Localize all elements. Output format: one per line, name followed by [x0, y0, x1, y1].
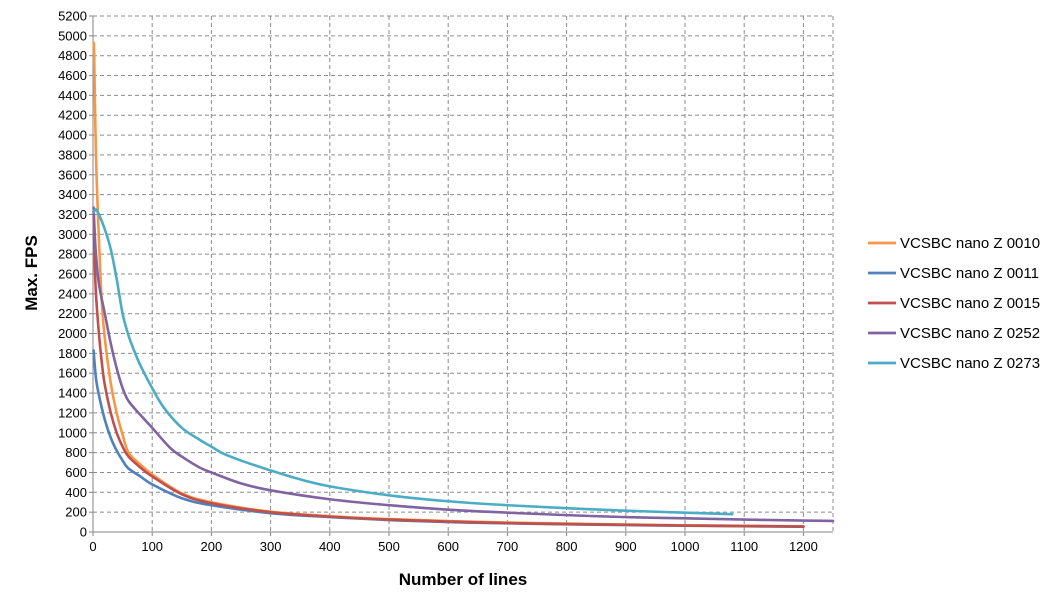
y-tick-label: 400 [65, 485, 87, 500]
y-tick-label: 5000 [58, 28, 87, 43]
y-tick-label: 3000 [58, 227, 87, 242]
x-tick-label: 1000 [671, 539, 700, 554]
y-tick-label: 4800 [58, 48, 87, 63]
y-tick-label: 1200 [58, 405, 87, 420]
axes [89, 15, 833, 536]
series-line-3 [92, 206, 835, 523]
legend-label: VCSBC nano Z 0010 [900, 235, 1040, 252]
x-axis-title: Number of lines [399, 570, 527, 589]
y-tick-label: 600 [65, 465, 87, 480]
x-tick-label: 800 [556, 539, 578, 554]
y-tick-label: 800 [65, 445, 87, 460]
y-tick-label: 1400 [58, 386, 87, 401]
grid [93, 15, 834, 532]
legend: VCSBC nano Z 0010 VCSBC nano Z 0011 VCSBC … [868, 235, 1040, 372]
y-tick-label: 4600 [58, 68, 87, 83]
x-tick-label: 1200 [789, 539, 818, 554]
y-tick-label: 1000 [58, 425, 87, 440]
tick-labels: 0200400600800100012001400160018002000220… [58, 9, 818, 555]
x-tick-label: 300 [260, 539, 282, 554]
y-tick-label: 4400 [58, 88, 87, 103]
y-tick-label: 5200 [58, 9, 87, 24]
x-tick-label: 900 [615, 539, 637, 554]
y-tick-label: 3200 [58, 207, 87, 222]
series-line-4 [92, 208, 734, 516]
legend-label: VCSBC nano Z 0011 [900, 265, 1039, 282]
y-tick-label: 1800 [58, 346, 87, 361]
y-tick-label: 4200 [58, 108, 87, 123]
y-tick-label: 2000 [58, 326, 87, 341]
y-tick-label: 2200 [58, 306, 87, 321]
y-tick-label: 3600 [58, 167, 87, 182]
legend-label: VCSBC nano Z 0015 [900, 295, 1040, 312]
y-axis-title: Max. FPS [22, 235, 41, 311]
x-tick-label: 400 [319, 539, 341, 554]
series-line-2 [92, 210, 805, 528]
y-tick-label: 1600 [58, 366, 87, 381]
y-tick-label: 2800 [58, 247, 87, 262]
y-tick-label: 2600 [58, 267, 87, 282]
y-tick-label: 0 [80, 525, 87, 540]
x-tick-label: 200 [201, 539, 223, 554]
y-tick-label: 3800 [58, 147, 87, 162]
x-tick-label: 500 [378, 539, 400, 554]
x-tick-label: 0 [89, 539, 96, 554]
legend-label: VCSBC nano Z 0252 [900, 325, 1040, 342]
x-tick-label: 100 [141, 539, 163, 554]
series-lines [92, 41, 835, 529]
y-tick-label: 3400 [58, 187, 87, 202]
y-tick-label: 4000 [58, 128, 87, 143]
y-tick-label: 2400 [58, 286, 87, 301]
x-tick-label: 700 [497, 539, 519, 554]
legend-label: VCSBC nano Z 0273 [900, 355, 1040, 372]
y-tick-label: 200 [65, 505, 87, 520]
x-tick-label: 600 [437, 539, 459, 554]
x-tick-label: 1100 [730, 539, 758, 554]
